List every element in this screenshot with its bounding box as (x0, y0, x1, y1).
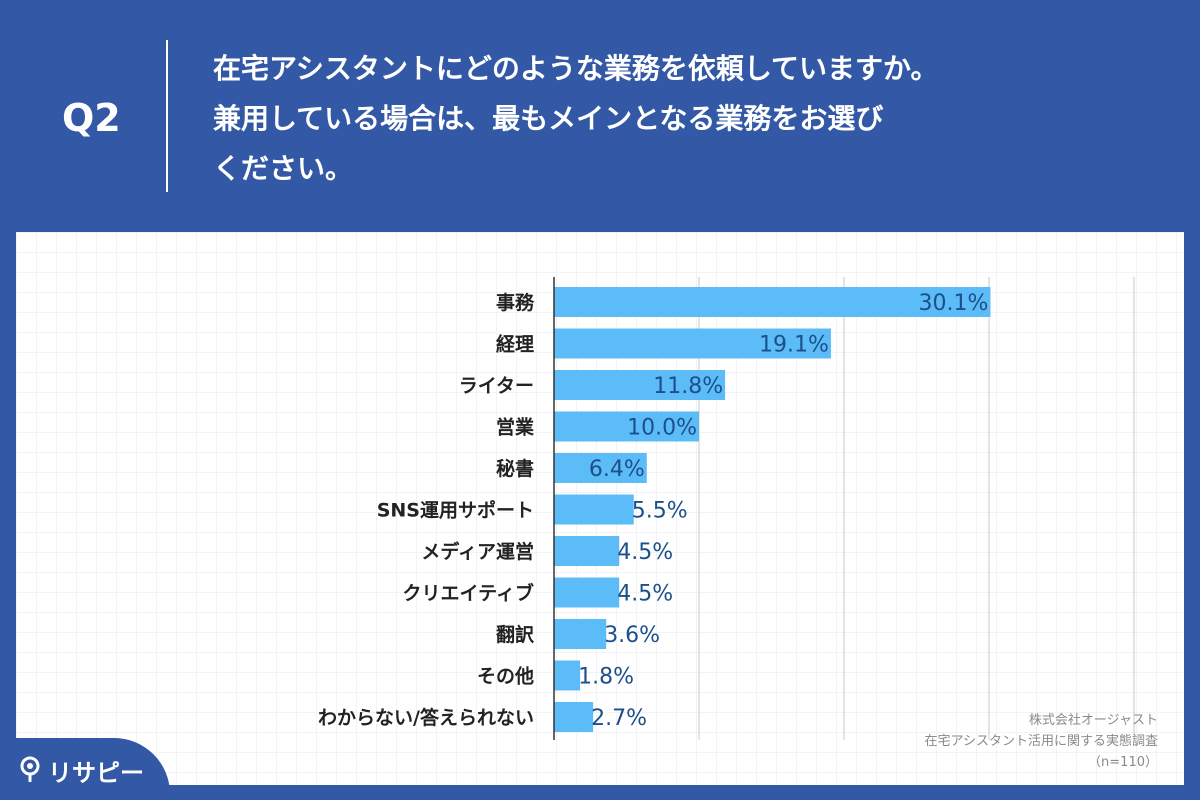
source-survey: 在宅アシスタント活用に関する実態調査 (924, 734, 1158, 749)
value-label: 30.1% (919, 291, 989, 316)
bar (554, 536, 620, 566)
value-label: 4.5% (617, 582, 673, 607)
value-label: 2.7% (591, 706, 647, 731)
brand-name: リサピー (48, 759, 144, 787)
category-label: わからない/答えられない (318, 706, 534, 729)
chart-panel: 事務 30.1% 経理 19.1% ライター 11.8% 営業 10.0% 秘書 6.4% SNS運… (16, 232, 1184, 785)
bar (554, 577, 620, 608)
category-label: SNS運用サポート (377, 499, 534, 522)
value-label: 4.5% (617, 540, 673, 565)
bar (554, 453, 647, 483)
category-label: 営業 (496, 416, 535, 439)
value-label: 10.0% (627, 416, 697, 441)
category-label: ライター (459, 375, 534, 397)
question-header: Q2 在宅アシスタントにどのような業務を依頼していますか。 兼用している場合は、… (0, 0, 1200, 232)
header-divider (166, 40, 168, 192)
category-label: クリエイティブ (403, 582, 534, 605)
bar (554, 328, 831, 359)
pin-icon (20, 756, 40, 782)
category-label: メディア運営 (421, 540, 534, 563)
source-note: 株式会社オージャスト 在宅アシスタント活用に関する実態調査 （n=110） (925, 710, 1158, 773)
category-label: 経理 (496, 333, 534, 356)
source-company: 株式会社オージャスト (1028, 713, 1158, 728)
value-label: 1.8% (578, 665, 634, 690)
category-label: その他 (477, 665, 534, 688)
question-id: Q2 (62, 96, 121, 140)
question-text: 在宅アシスタントにどのような業務を依頼していますか。 兼用している場合は、最もメ… (213, 44, 1153, 194)
bar (554, 411, 699, 442)
value-label: 19.1% (759, 333, 829, 358)
value-label: 11.8% (653, 374, 723, 399)
source-sample: （n=110） (1088, 755, 1158, 770)
bar-chart: 事務 30.1% 経理 19.1% ライター 11.8% 営業 10.0% 秘書 6.4% SNS運… (318, 277, 1135, 740)
question-line: 兼用している場合は、最もメインとなる業務をお選び (213, 102, 884, 135)
category-label: 秘書 (496, 457, 534, 480)
value-label: 6.4% (589, 457, 645, 482)
question-line: 在宅アシスタントにどのような業務を依頼していますか。 (213, 52, 939, 85)
question-line: ください。 (213, 152, 354, 185)
bar (554, 660, 581, 691)
bar (554, 494, 634, 525)
bar (554, 702, 594, 732)
category-label: 事務 (496, 291, 535, 314)
value-label: 5.5% (632, 499, 688, 524)
brand-logo: リサピー (0, 738, 170, 800)
bar (554, 287, 991, 317)
bar (554, 619, 607, 649)
value-label: 3.6% (604, 623, 660, 648)
category-label: 翻訳 (496, 623, 535, 646)
bar (554, 370, 726, 400)
